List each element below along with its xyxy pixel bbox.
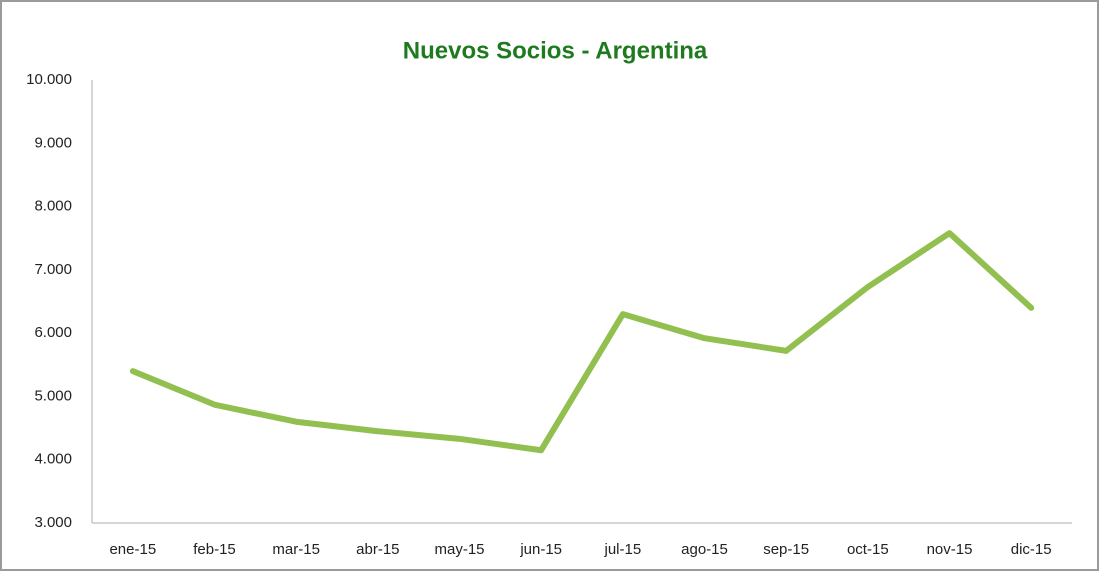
x-tick-label: ene-15 — [109, 541, 156, 558]
x-tick-label: ago-15 — [681, 541, 728, 558]
x-tick-label: feb-15 — [193, 541, 236, 558]
x-tick-label: abr-15 — [356, 541, 399, 558]
x-tick-label: dic-15 — [1011, 541, 1052, 558]
chart-title: Nuevos Socios - Argentina — [403, 37, 708, 64]
y-tick-label: 3.000 — [34, 514, 72, 531]
data-line — [129, 230, 1035, 454]
y-tick-label: 8.000 — [34, 198, 72, 215]
x-tick-label: jul-15 — [603, 541, 641, 558]
x-tick-label: sep-15 — [763, 541, 809, 558]
x-tick-label: nov-15 — [927, 541, 973, 558]
x-tick-label: jun-15 — [519, 541, 562, 558]
x-tick-label: may-15 — [434, 541, 484, 558]
y-tick-label: 7.000 — [34, 261, 72, 278]
y-tick-label: 6.000 — [34, 324, 72, 341]
y-tick-label: 4.000 — [34, 451, 72, 468]
y-tick-label: 5.000 — [34, 387, 72, 404]
x-tick-label: mar-15 — [272, 541, 320, 558]
y-tick-label: 10.000 — [26, 71, 72, 88]
x-tick-label: oct-15 — [847, 541, 889, 558]
y-tick-label: 9.000 — [34, 134, 72, 151]
